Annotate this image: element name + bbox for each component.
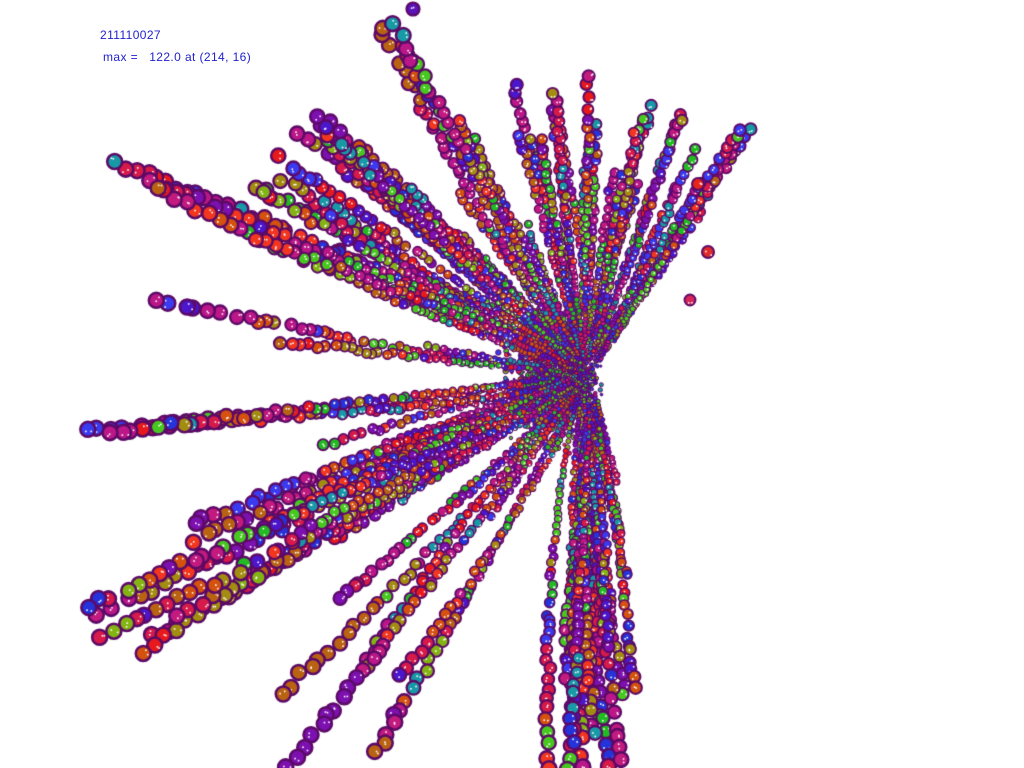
annotation-block: 211110027 max = 122.0 at (214, 16) <box>100 28 251 65</box>
run-number-label: 211110027 <box>100 28 161 42</box>
max-value-label: max = 122.0 at (214, 16) <box>103 50 252 65</box>
